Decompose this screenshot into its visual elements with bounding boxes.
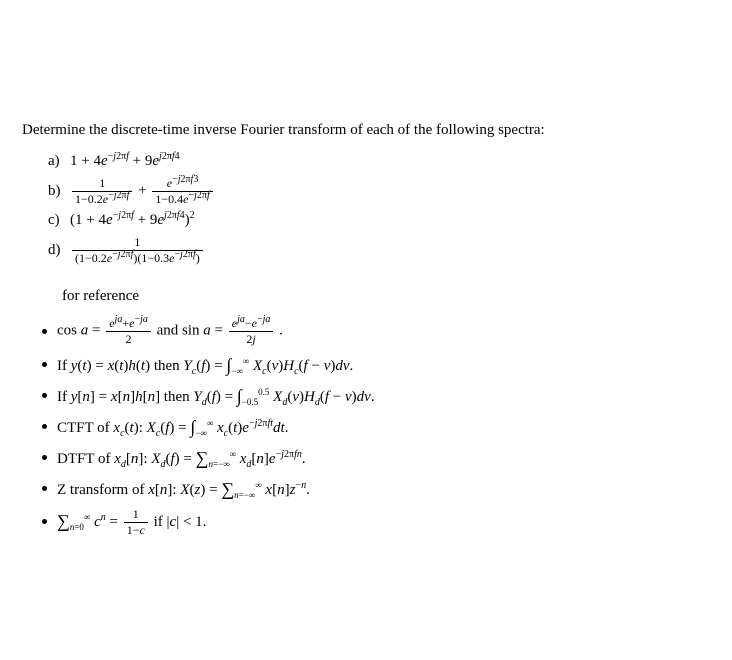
ref1-mid: and sin a =	[157, 323, 227, 339]
problem-d: d) 1 (1−0.2e−j2πf)(1−0.3e−j2πf)	[48, 236, 732, 264]
ref1-f1n: eja+e−ja	[106, 317, 151, 332]
ref-item-2: If y(t) = x(t)h(t) then Yc(f) = ∫−∞∞ Xc(…	[42, 352, 732, 377]
ref-item-7: ∑n=0∞ cn = 11−c if |c| < 1.	[42, 508, 732, 537]
label-d: d)	[48, 240, 70, 261]
ref7-fd: 1−c	[124, 523, 148, 537]
frac-b2-den: 1−0.4e−j2πf	[152, 192, 212, 206]
ref-7: ∑n=0∞ cn = 11−c if |c| < 1.	[57, 508, 206, 537]
ref1-f1d: 2	[106, 332, 151, 346]
bullet-icon	[42, 455, 47, 460]
reference-list: cos a = eja+e−ja2 and sin a = eja−e−ja2j…	[42, 317, 732, 536]
frac-d-den: (1−0.2e−j2πf)(1−0.3e−j2πf)	[72, 251, 203, 265]
bullet-icon	[42, 393, 47, 398]
ref-5: DTFT of xd[n]: Xd(f) = ∑n=−∞∞ xd[n]e−j2π…	[57, 445, 306, 470]
plus-b: +	[138, 183, 150, 199]
ref1-f2n: eja−e−ja	[229, 317, 274, 332]
ref-item-3: If y[n] = x[n]h[n] then Yd(f) = ∫−0.50.5…	[42, 383, 732, 408]
bullet-icon	[42, 362, 47, 367]
bullet-icon	[42, 519, 47, 524]
ref1-end: .	[279, 323, 283, 339]
ref-item-5: DTFT of xd[n]: Xd(f) = ∑n=−∞∞ xd[n]e−j2π…	[42, 445, 732, 470]
ref-item-4: CTFT of xc(t): Xc(f) = ∫−∞∞ xc(t)e−j2πft…	[42, 414, 732, 439]
ref-3: If y[n] = x[n]h[n] then Yd(f) = ∫−0.50.5…	[57, 383, 375, 408]
expr-a: 1 + 4e−j2πf + 9ej2πf4	[70, 151, 180, 172]
problem-b: b) 1 1−0.2e−j2πf + e−j2πf3 1−0.4e−j2πf	[48, 177, 732, 205]
ref-4: CTFT of xc(t): Xc(f) = ∫−∞∞ xc(t)e−j2πft…	[57, 414, 288, 439]
frac-d: 1 (1−0.2e−j2πf)(1−0.3e−j2πf)	[72, 236, 203, 264]
ref-2: If y(t) = x(t)h(t) then Yc(f) = ∫−∞∞ Xc(…	[57, 352, 353, 377]
intro-text: Determine the discrete-time inverse Four…	[22, 120, 732, 141]
ref1-f2d: 2j	[229, 332, 274, 346]
frac-b1: 1 1−0.2e−j2πf	[72, 177, 132, 205]
problem-a: a) 1 + 4e−j2πf + 9ej2πf4	[48, 151, 732, 172]
label-c: c)	[48, 210, 70, 231]
label-b: b)	[48, 181, 70, 202]
problem-list: a) 1 + 4e−j2πf + 9ej2πf4 b) 1 1−0.2e−j2π…	[48, 151, 732, 264]
ref7-fn: 1	[124, 508, 148, 523]
expr-c: (1 + 4e−j2πf + 9ej2πf4)2	[70, 210, 195, 231]
bullet-icon	[42, 424, 47, 429]
reference-header: for reference	[62, 286, 732, 307]
ref-1: cos a = eja+e−ja2 and sin a = eja−e−ja2j…	[57, 317, 283, 345]
expr-d: 1 (1−0.2e−j2πf)(1−0.3e−j2πf)	[70, 236, 205, 264]
ref-6: Z transform of x[n]: X(z) = ∑n=−∞∞ x[n]z…	[57, 476, 310, 501]
bullet-icon	[42, 329, 47, 334]
ref1-a: cos a =	[57, 323, 104, 339]
expr-b: 1 1−0.2e−j2πf + e−j2πf3 1−0.4e−j2πf	[70, 177, 215, 205]
ref7-end: if |c| < 1.	[154, 514, 207, 530]
problem-c: c) (1 + 4e−j2πf + 9ej2πf4)2	[48, 210, 732, 231]
ref7-a: ∑n=0∞ cn =	[57, 514, 122, 530]
label-a: a)	[48, 151, 70, 172]
frac-b2: e−j2πf3 1−0.4e−j2πf	[152, 177, 212, 205]
ref-item-6: Z transform of x[n]: X(z) = ∑n=−∞∞ x[n]z…	[42, 476, 732, 501]
ref-item-1: cos a = eja+e−ja2 and sin a = eja−e−ja2j…	[42, 317, 732, 345]
frac-b1-den: 1−0.2e−j2πf	[72, 192, 132, 206]
bullet-icon	[42, 486, 47, 491]
